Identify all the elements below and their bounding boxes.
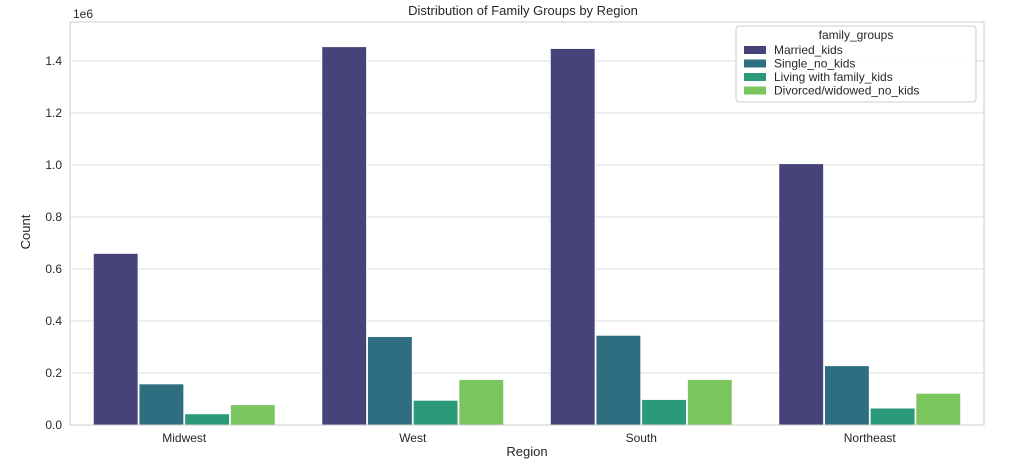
- bar: [915, 392, 962, 426]
- bar: [321, 46, 367, 426]
- bar: [595, 334, 642, 426]
- y-tick-label: 0.4: [45, 314, 62, 328]
- chart-title: Distribution of Family Groups by Region: [408, 3, 638, 18]
- grid: [70, 60, 984, 374]
- bar: [412, 399, 459, 426]
- y-tick-label: 1.4: [45, 54, 62, 68]
- bar: [184, 413, 230, 426]
- x-tick-label: South: [626, 431, 657, 445]
- bar: [869, 407, 916, 426]
- legend-swatch: [744, 73, 766, 81]
- y-axis-label: Count: [18, 214, 33, 249]
- x-tick-label: West: [399, 431, 427, 445]
- bar: [549, 48, 596, 426]
- y-offset-label: 1e6: [73, 7, 93, 21]
- legend-swatch: [744, 86, 766, 95]
- bar: [687, 379, 733, 426]
- legend-box: [735, 25, 977, 103]
- legend-swatch: [744, 59, 766, 68]
- legend-entry: Married_kids: [774, 43, 843, 57]
- bar: [824, 365, 870, 426]
- legend-entry: Divorced/widowed_no_kids: [774, 84, 919, 98]
- bar: [92, 252, 139, 426]
- x-axis-label: Region: [506, 444, 547, 459]
- x-tick-label: Northeast: [844, 431, 897, 445]
- bar: [138, 383, 185, 426]
- ticks: 0.0 0.2 0.4 0.6 0.8 1.0 1.2 1.4 Midwest West South…: [45, 54, 896, 445]
- bar: [641, 399, 687, 426]
- bar: [230, 404, 276, 426]
- y-tick-label: 1.0: [45, 158, 62, 172]
- y-tick-label: 1.2: [45, 106, 62, 120]
- y-tick-label: 0.0: [45, 418, 62, 432]
- bar: [778, 163, 824, 426]
- legend-swatch: [744, 46, 766, 54]
- y-tick-label: 0.8: [45, 210, 62, 224]
- bars: [92, 46, 962, 426]
- y-tick-label: 0.6: [45, 262, 62, 276]
- legend-title: family_groups: [819, 28, 894, 42]
- legend: family_groupsMarried_kidsSingle_no_kidsL…: [735, 25, 977, 103]
- legend-entry: Single_no_kids: [774, 57, 855, 71]
- plot-frame: [69, 21, 985, 426]
- bar: [367, 336, 413, 426]
- x-tick-label: Midwest: [162, 431, 207, 445]
- legend-entry: Living with family_kids: [774, 70, 893, 84]
- bar: [458, 379, 505, 426]
- y-tick-label: 0.2: [45, 366, 62, 380]
